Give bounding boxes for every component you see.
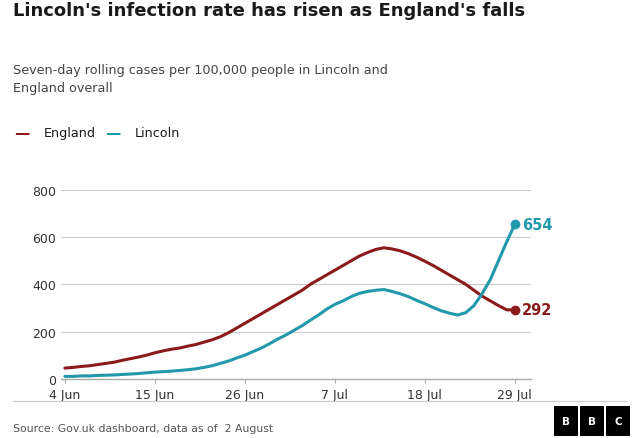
Text: 292: 292 [522, 303, 552, 318]
Text: 654: 654 [522, 217, 553, 233]
Text: B: B [562, 416, 570, 426]
Text: C: C [614, 416, 622, 426]
Text: B: B [588, 416, 596, 426]
Text: —: — [106, 126, 121, 141]
Text: England: England [44, 127, 95, 140]
Text: Seven-day rolling cases per 100,000 people in Lincoln and
England overall: Seven-day rolling cases per 100,000 peop… [13, 64, 388, 95]
Text: —: — [14, 126, 29, 141]
Text: Lincoln: Lincoln [135, 127, 180, 140]
Text: Source: Gov.uk dashboard, data as of  2 August: Source: Gov.uk dashboard, data as of 2 A… [13, 423, 273, 433]
Text: Lincoln's infection rate has risen as England's falls: Lincoln's infection rate has risen as En… [13, 2, 525, 20]
